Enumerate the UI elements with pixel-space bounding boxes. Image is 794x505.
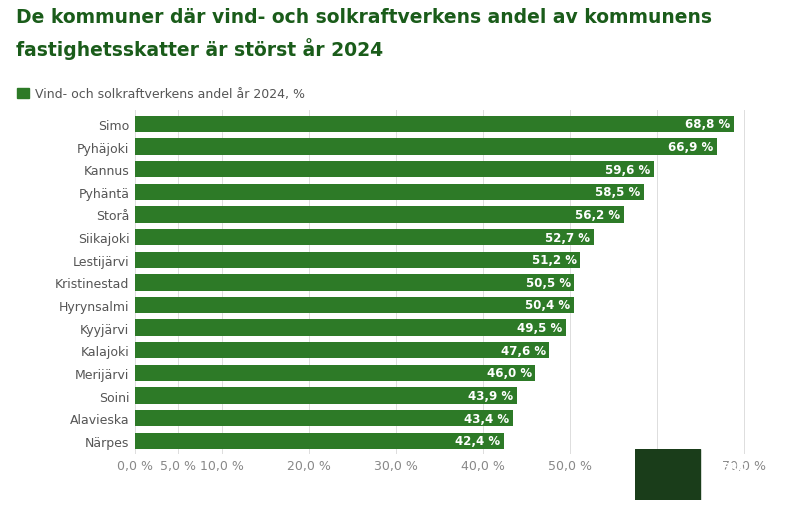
Text: 50,4 %: 50,4 % xyxy=(525,299,570,312)
Bar xyxy=(135,275,574,291)
Bar xyxy=(135,365,535,381)
Bar xyxy=(635,449,700,500)
Text: 46,0 %: 46,0 % xyxy=(487,367,532,380)
Text: 52,7 %: 52,7 % xyxy=(545,231,590,244)
Text: 59,6 %: 59,6 % xyxy=(605,163,650,176)
Bar xyxy=(135,229,594,246)
Text: 68,8 %: 68,8 % xyxy=(685,118,730,131)
Bar xyxy=(135,433,504,449)
Bar xyxy=(135,342,549,359)
Text: fastighetsskatter är störst år 2024: fastighetsskatter är störst år 2024 xyxy=(16,38,383,60)
Text: 66,9 %: 66,9 % xyxy=(669,141,714,154)
Text: 58,5 %: 58,5 % xyxy=(596,186,641,199)
Text: 50,5 %: 50,5 % xyxy=(526,276,571,289)
Text: 43,9 %: 43,9 % xyxy=(468,389,514,402)
Bar xyxy=(135,252,580,268)
Bar xyxy=(135,297,573,314)
Bar xyxy=(135,388,517,404)
Bar xyxy=(135,320,565,336)
Text: 49,5 %: 49,5 % xyxy=(517,322,562,334)
Text: 56,2 %: 56,2 % xyxy=(576,209,621,222)
Text: SKATT: SKATT xyxy=(714,480,754,490)
Legend: Vind- och solkraftverkens andel år 2024, %: Vind- och solkraftverkens andel år 2024,… xyxy=(17,88,305,101)
Text: VERO: VERO xyxy=(714,462,748,472)
Bar xyxy=(135,184,644,200)
Text: De kommuner där vind- och solkraftverkens andel av kommunens: De kommuner där vind- och solkraftverken… xyxy=(16,8,712,27)
Bar xyxy=(135,162,653,178)
Text: 42,4 %: 42,4 % xyxy=(455,434,500,447)
Bar xyxy=(135,117,734,133)
Text: 47,6 %: 47,6 % xyxy=(500,344,545,357)
Text: 51,2 %: 51,2 % xyxy=(532,254,577,267)
Bar xyxy=(135,410,513,427)
Bar xyxy=(135,139,717,156)
Text: 43,4 %: 43,4 % xyxy=(464,412,509,425)
Bar xyxy=(135,207,624,223)
